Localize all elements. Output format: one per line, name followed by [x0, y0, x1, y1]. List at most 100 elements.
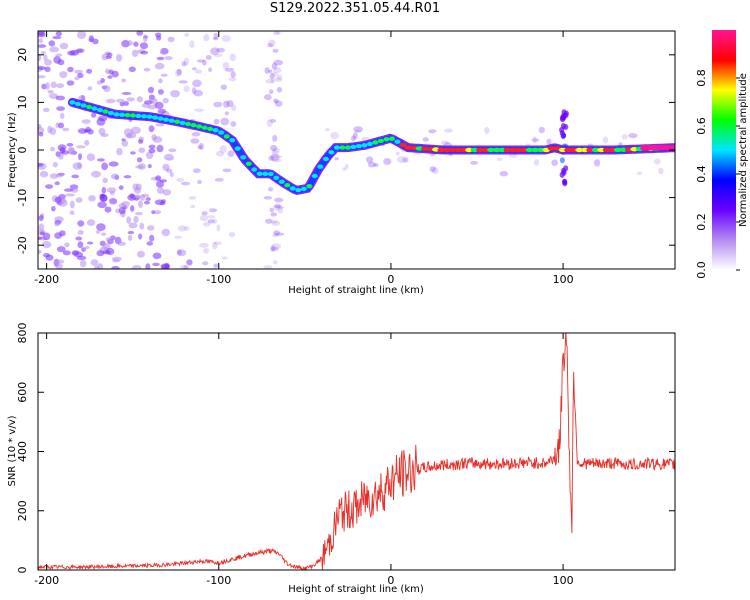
spectrogram-noise-point [133, 215, 139, 224]
spectrogram-ridge-point [448, 147, 457, 153]
spectrogram-noise-point [268, 89, 274, 95]
spectrogram-noise-point [268, 39, 276, 48]
spectrogram-noise-point [263, 94, 272, 101]
spectrogram-noise-point [41, 83, 47, 90]
spectrogram-noise-point [126, 132, 137, 139]
spectrogram-noise-point [162, 189, 172, 196]
spectrogram-noise-point [77, 162, 82, 169]
chart-title: S129.2022.351.05.44.R01 [269, 1, 441, 16]
spectrogram-ridge-point [207, 126, 214, 132]
spectrogram-noise-point [444, 128, 453, 133]
x-tick-label: 0 [387, 273, 394, 286]
spectrogram-noise-point [116, 147, 123, 156]
spectrogram-noise-point [229, 53, 236, 62]
spectrogram-noise-point [269, 72, 275, 80]
spectrogram-noise-point [139, 194, 146, 201]
spectrogram-noise-point [422, 137, 429, 142]
spectrogram-noise-point [159, 50, 169, 55]
y-tick-label: 400 [16, 441, 29, 462]
spectrogram-noise-point [440, 140, 450, 145]
spectrogram-noise-point [276, 74, 282, 80]
spectrogram-noise-point [148, 144, 156, 149]
spectrogram-noise-point [222, 61, 230, 69]
spectrogram-noise-point [270, 212, 278, 217]
spectrogram-noise-point [270, 78, 275, 84]
spectrogram-noise-point [136, 250, 145, 258]
y-tick-label: 0 [16, 147, 29, 154]
spectrogram-noise-point [199, 214, 209, 222]
spectrogram-noise-point [156, 144, 164, 153]
spectrogram-noise-point [47, 125, 53, 134]
y-tick-label: 0 [16, 567, 29, 574]
spectrogram-ridge-point [141, 114, 148, 119]
spectrogram-y-axis-label: Frequency (Hz) [7, 112, 18, 188]
spectrogram-noise-point [551, 159, 558, 166]
spectrogram-noise-point [199, 242, 209, 248]
spectrogram-ridge-point [481, 147, 490, 153]
spectrogram-noise-point [152, 262, 160, 267]
spectrogram-ridge-point [179, 120, 186, 126]
spectrogram-noise-point [271, 62, 278, 70]
spectrogram-ridge-point [168, 118, 175, 123]
spectrogram-noise-point [42, 232, 51, 241]
spectrogram-noise-point [103, 85, 111, 93]
spectrogram-noise-point [56, 246, 66, 253]
spectrogram-noise-point [192, 67, 197, 71]
spectrogram-noise-point [402, 157, 409, 163]
spectrogram-noise-point [142, 34, 148, 43]
spectrogram-noise-point [136, 31, 144, 36]
spectrogram-noise-point [353, 126, 363, 133]
spectrogram-noise-point [69, 210, 75, 215]
spectrogram-marks [38, 31, 675, 269]
spectrogram-noise-point [186, 259, 193, 267]
spectrogram-noise-point [162, 97, 169, 104]
spectrogram-noise-point [38, 44, 47, 48]
spectrogram-noise-point [269, 119, 277, 123]
y-tick-label: 200 [16, 500, 29, 521]
spectrogram-noise-point [138, 147, 146, 153]
colorbar-ticks: 0.0 0.2 0.4 0.6 0.8 [695, 69, 740, 279]
spectrogram-ridge-point [223, 134, 230, 139]
spectrogram-noise-point [272, 147, 281, 153]
spectrogram-noise-point [136, 96, 143, 103]
spectrogram-noise-point [160, 263, 170, 269]
x-tick-label: -200 [34, 273, 59, 286]
spectrogram-ridge-point [487, 147, 496, 153]
spectrogram-noise-point [111, 265, 120, 269]
spectrogram-noise-point [87, 129, 94, 135]
spectrogram-noise-point [212, 37, 219, 41]
spectrogram-noise-point [226, 100, 234, 108]
spectrogram-noise-point [169, 171, 174, 177]
spectrogram-noise-point [128, 66, 136, 73]
colorbar-tick-label: 0.6 [695, 117, 708, 135]
spectrogram-ridge-point [251, 167, 258, 172]
spectrogram-noise-point [39, 170, 49, 178]
spectrogram-ridge-point [306, 184, 313, 189]
spectrogram-noise-point [42, 241, 52, 249]
spectrogram-ridge-point [333, 145, 340, 150]
spectrogram-ridge-point [383, 137, 390, 142]
spectrogram-noise-point [621, 134, 628, 140]
spectrogram-noise-point [272, 48, 279, 53]
spectrogram-noise-point [210, 47, 220, 56]
spectrogram-noise-point [147, 164, 152, 169]
spectrogram-noise-point [176, 68, 182, 76]
spectrogram-noise-point [164, 56, 173, 61]
spectrogram-noise-point [470, 161, 479, 165]
spectrogram-noise-point [274, 232, 285, 236]
spectrogram-noise-point [43, 253, 50, 258]
spectrogram-noise-point [189, 40, 195, 48]
spectrogram-noise-point [43, 54, 48, 61]
spectrogram-noise-point [59, 146, 66, 154]
spectrogram-ridge-point [366, 141, 373, 147]
spectrogram-noise-point [170, 90, 181, 98]
spectrogram-noise-point [127, 230, 135, 235]
colorbar-tick-label: 0.0 [695, 261, 708, 279]
spectrogram-noise-point [126, 97, 135, 102]
spectrogram-ridge-point [201, 125, 208, 130]
spectrogram-ridge-point [498, 147, 507, 153]
spectrogram-noise-point [123, 175, 132, 179]
spectrogram-noise-point [155, 175, 162, 181]
spectrogram-noise-point [268, 187, 274, 192]
